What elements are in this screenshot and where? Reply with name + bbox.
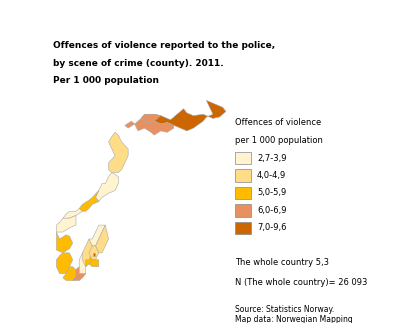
Polygon shape xyxy=(89,225,105,246)
Text: The whole country 5,3: The whole country 5,3 xyxy=(235,258,330,266)
Polygon shape xyxy=(89,260,99,267)
Polygon shape xyxy=(86,253,92,267)
Bar xyxy=(235,222,251,234)
Polygon shape xyxy=(56,215,76,232)
Polygon shape xyxy=(89,246,99,260)
Polygon shape xyxy=(95,172,119,202)
Polygon shape xyxy=(93,253,95,255)
Text: 5,0-5,9: 5,0-5,9 xyxy=(257,188,286,197)
Polygon shape xyxy=(79,191,99,211)
Bar xyxy=(235,152,251,164)
Bar xyxy=(235,187,251,199)
Polygon shape xyxy=(56,232,73,253)
Text: 2,7-3,9: 2,7-3,9 xyxy=(257,154,286,163)
Text: N (The whole country)= 26 093: N (The whole country)= 26 093 xyxy=(235,277,368,287)
Polygon shape xyxy=(125,114,174,135)
Text: by scene of crime (county). 2011.: by scene of crime (county). 2011. xyxy=(53,59,223,68)
Polygon shape xyxy=(83,239,92,267)
Bar xyxy=(235,169,251,182)
Text: per 1 000 population: per 1 000 population xyxy=(235,136,323,145)
Polygon shape xyxy=(141,100,226,131)
Text: Offences of violence reported to the police,: Offences of violence reported to the pol… xyxy=(53,41,275,50)
Polygon shape xyxy=(56,253,73,274)
Polygon shape xyxy=(109,132,128,172)
Text: 6,0-6,9: 6,0-6,9 xyxy=(257,206,286,215)
Text: Per 1 000 population: Per 1 000 population xyxy=(53,76,159,85)
Polygon shape xyxy=(79,253,89,274)
Text: 7,0-9,6: 7,0-9,6 xyxy=(257,223,286,232)
Text: Source: Statistics Norway.
Map data: Norwegian Mapping
Authority.: Source: Statistics Norway. Map data: Nor… xyxy=(235,305,353,323)
Polygon shape xyxy=(95,225,109,253)
Text: Offences of violence: Offences of violence xyxy=(235,118,322,127)
Text: 4,0-4,9: 4,0-4,9 xyxy=(257,171,286,180)
Polygon shape xyxy=(73,267,86,281)
Bar xyxy=(235,204,251,217)
Polygon shape xyxy=(63,267,79,281)
Polygon shape xyxy=(63,208,83,218)
